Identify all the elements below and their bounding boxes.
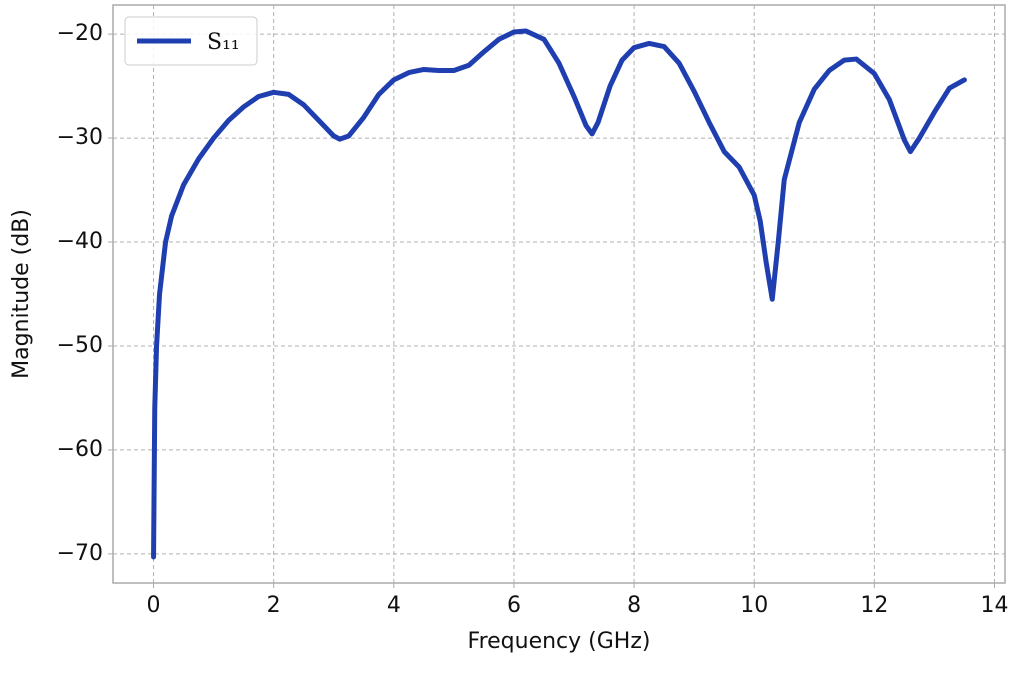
x-tick-label: 12 [860,593,888,618]
legend-label: S₁₁ [207,30,240,55]
y-tick-label: −70 [57,541,103,566]
y-tick-label: −60 [57,437,103,462]
x-tick-label: 10 [740,593,768,618]
y-tick-label: −50 [57,333,103,358]
x-tick-label: 6 [507,593,521,618]
x-tick-label: 14 [980,593,1008,618]
x-tick-label: 4 [387,593,401,618]
plot-frame [112,4,1006,584]
data-line [151,28,967,560]
y-tick-label: −20 [57,21,103,46]
y-axis-label: Magnitude (dB) [9,209,34,379]
x-tick-label: 2 [267,593,281,618]
y-tick-label: −40 [57,229,103,254]
x-tick-label: 0 [147,593,161,618]
x-tick-label: 8 [627,593,641,618]
x-axis-label: Frequency (GHz) [468,629,651,654]
y-tick-label: −30 [57,125,103,150]
